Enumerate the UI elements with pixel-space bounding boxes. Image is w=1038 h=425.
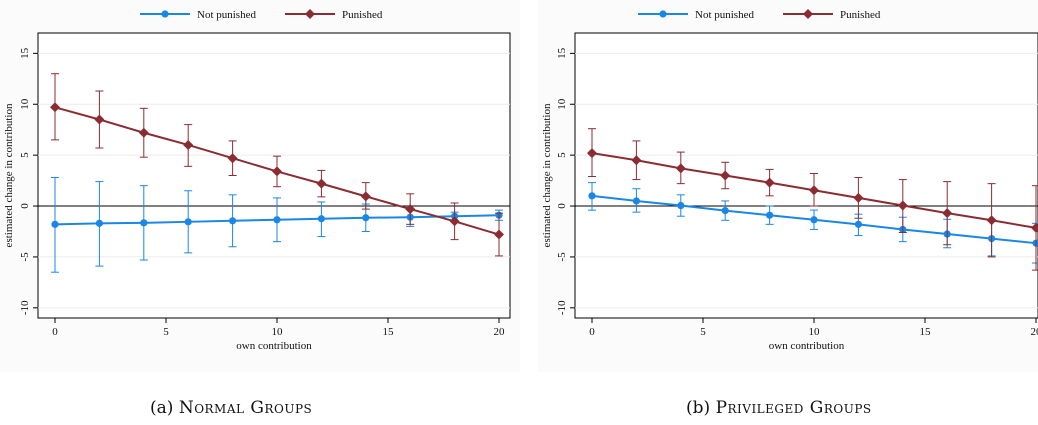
data-point bbox=[766, 211, 774, 219]
data-point bbox=[853, 192, 864, 203]
data-point bbox=[632, 197, 640, 205]
x-tick-label: 0 bbox=[589, 326, 595, 338]
y-tick-label: 5 bbox=[556, 152, 568, 158]
data-point bbox=[138, 127, 149, 138]
data-point bbox=[764, 177, 775, 188]
data-point bbox=[273, 216, 281, 224]
plot-area bbox=[37, 32, 511, 319]
y-tick-label: 10 bbox=[556, 98, 568, 110]
data-point bbox=[51, 220, 59, 228]
legend: Not punished Punished bbox=[638, 9, 881, 21]
y-tick-label: 5 bbox=[19, 152, 31, 158]
chart-normal-groups: -10 -5 0 5 10 15 0 5 10 15 20 own contribution estim… bbox=[3, 9, 511, 352]
caption-label: Normal Groups bbox=[178, 398, 313, 418]
data-point bbox=[942, 208, 953, 219]
legend-label: Not punished bbox=[197, 9, 256, 21]
caption-label: Privileged Groups bbox=[715, 398, 872, 418]
data-point bbox=[587, 148, 597, 159]
data-point bbox=[809, 185, 819, 196]
data-point bbox=[183, 139, 194, 150]
legend-item-not-punished: Not punished bbox=[638, 9, 754, 21]
data-point bbox=[360, 191, 371, 202]
caption-privileged-groups: (b) Privileged Groups bbox=[686, 398, 872, 418]
legend-marker bbox=[659, 10, 667, 18]
y-tick-label: -10 bbox=[19, 300, 31, 315]
data-point bbox=[588, 192, 596, 200]
legend: Not punished Punished bbox=[140, 9, 383, 21]
series-punished bbox=[50, 73, 504, 257]
series-punished bbox=[587, 128, 1038, 271]
data-point bbox=[405, 204, 416, 215]
legend-item-not-punished: Not punished bbox=[140, 9, 256, 21]
data-point bbox=[316, 178, 327, 189]
y-tick-label: -10 bbox=[556, 300, 568, 315]
x-axis-label: own contribution bbox=[769, 340, 845, 352]
x-tick-label: 10 bbox=[272, 326, 284, 338]
data-point bbox=[184, 218, 192, 226]
panel-privileged-groups: -10 -5 0 5 10 15 0 5 10 15 20 own contribution estim… bbox=[538, 0, 1038, 372]
data-point bbox=[1032, 239, 1038, 247]
data-point bbox=[631, 155, 642, 166]
data-point bbox=[140, 219, 148, 227]
legend-label: Punished bbox=[342, 9, 383, 21]
data-point bbox=[50, 102, 60, 113]
data-point bbox=[1031, 222, 1038, 233]
legend-marker bbox=[803, 9, 813, 19]
plot-area bbox=[574, 32, 1038, 319]
data-point bbox=[494, 229, 504, 240]
x-tick-label: 20 bbox=[494, 326, 506, 338]
data-point bbox=[677, 201, 685, 210]
x-tick-label: 5 bbox=[163, 326, 169, 338]
x-tick-label: 20 bbox=[1031, 326, 1038, 338]
data-point bbox=[94, 114, 105, 125]
data-point bbox=[227, 153, 238, 164]
y-axis-label: estimated change in contribution bbox=[3, 103, 15, 247]
x-tick-label: 10 bbox=[809, 326, 821, 338]
data-point bbox=[675, 163, 686, 174]
legend-item-punished: Punished bbox=[285, 9, 383, 21]
legend-label: Punished bbox=[840, 9, 881, 21]
y-tick-label: 15 bbox=[19, 47, 31, 59]
x-tick-label: 15 bbox=[383, 326, 395, 338]
data-point bbox=[720, 170, 731, 181]
x-tick-label: 0 bbox=[52, 326, 58, 338]
data-point bbox=[986, 215, 997, 226]
y-tick-label: 10 bbox=[19, 98, 31, 110]
data-point bbox=[362, 214, 370, 222]
data-point bbox=[854, 220, 862, 228]
data-point bbox=[272, 166, 282, 177]
data-point bbox=[721, 207, 729, 215]
data-point bbox=[810, 216, 818, 224]
y-tick-label: -5 bbox=[556, 252, 568, 262]
legend-item-punished: Punished bbox=[783, 9, 881, 21]
caption-prefix: (a) bbox=[150, 398, 174, 418]
y-tick-label: 0 bbox=[556, 203, 568, 209]
data-point bbox=[95, 219, 103, 227]
x-tick-label: 15 bbox=[920, 326, 932, 338]
legend-marker bbox=[161, 10, 169, 18]
data-point bbox=[449, 216, 460, 227]
legend-label: Not punished bbox=[695, 9, 754, 21]
y-tick-label: -5 bbox=[19, 252, 31, 262]
y-tick-label: 15 bbox=[556, 47, 568, 59]
caption-normal-groups: (a) Normal Groups bbox=[150, 398, 312, 418]
data-point bbox=[317, 215, 325, 223]
legend-marker bbox=[305, 9, 315, 19]
data-point bbox=[229, 217, 237, 225]
panel-normal-groups: -10 -5 0 5 10 15 0 5 10 15 20 own contribution estim… bbox=[0, 0, 520, 372]
x-axis-label: own contribution bbox=[236, 340, 312, 352]
data-point bbox=[897, 200, 908, 211]
x-tick-label: 5 bbox=[700, 326, 706, 338]
series-not-punished bbox=[51, 177, 503, 273]
y-tick-label: 0 bbox=[19, 203, 31, 209]
chart-privileged-groups: -10 -5 0 5 10 15 0 5 10 15 20 own contribution estim… bbox=[541, 9, 1038, 352]
y-axis-label: estimated change in contribution bbox=[541, 103, 553, 247]
caption-prefix: (b) bbox=[686, 398, 711, 418]
